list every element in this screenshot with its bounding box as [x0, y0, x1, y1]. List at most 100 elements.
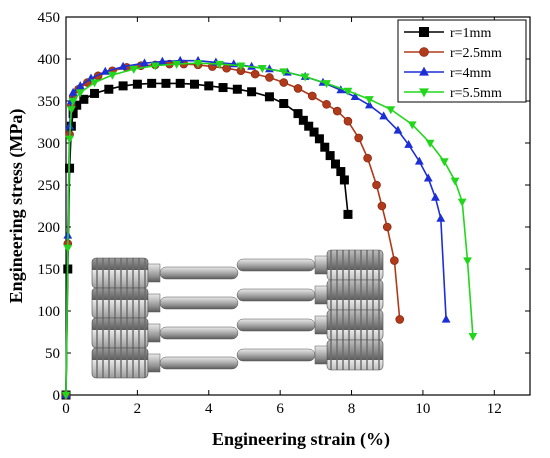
data-point	[189, 79, 199, 89]
data-point	[75, 89, 85, 98]
data-point	[129, 65, 139, 74]
data-point	[404, 139, 414, 148]
data-point	[79, 94, 89, 104]
specimen-gauge	[159, 296, 239, 310]
y-tick-label: 50	[45, 346, 60, 362]
data-point	[450, 177, 460, 186]
data-point	[68, 97, 78, 106]
data-point	[232, 84, 242, 94]
specimen-gauge	[236, 348, 316, 362]
data-point	[150, 62, 160, 71]
data-point	[300, 73, 310, 82]
specimen-shoulder	[147, 263, 161, 283]
data-point	[330, 159, 340, 169]
specimen-thread	[326, 279, 384, 311]
data-point	[377, 201, 387, 211]
specimen-thread	[91, 287, 149, 319]
data-point	[66, 106, 76, 115]
data-point	[314, 134, 324, 144]
data-point	[264, 92, 274, 102]
specimen-gauge	[236, 318, 316, 332]
data-point	[343, 87, 353, 96]
specimen-thread	[326, 339, 384, 371]
data-point	[65, 135, 74, 144]
legend-marker	[419, 27, 429, 37]
data-point	[364, 100, 374, 109]
legend: r=1mm r=2.5mm r=4mm r=5.5mm	[397, 19, 527, 103]
data-point	[332, 106, 342, 116]
specimen	[236, 339, 384, 371]
data-point	[279, 78, 289, 87]
y-tick-label: 400	[38, 52, 61, 68]
data-point	[350, 92, 360, 100]
series-line	[65, 62, 474, 396]
data-point	[425, 139, 435, 148]
data-point	[193, 60, 203, 68]
legend-marker	[419, 66, 429, 76]
data-point	[307, 91, 317, 101]
data-point	[463, 257, 472, 266]
data-point	[339, 175, 349, 185]
data-point	[309, 127, 319, 137]
data-point	[372, 180, 381, 190]
specimen-shoulder	[314, 315, 328, 335]
data-point	[457, 198, 467, 207]
data-point	[250, 69, 260, 79]
data-point	[175, 78, 185, 88]
data-point	[118, 81, 128, 91]
specimen	[236, 279, 384, 311]
plot-frame	[65, 16, 531, 396]
data-point	[393, 125, 403, 134]
data-point	[436, 213, 446, 222]
data-point	[325, 151, 335, 161]
specimen	[91, 257, 239, 289]
data-point	[390, 256, 399, 265]
data-point	[157, 56, 167, 65]
data-point	[343, 209, 353, 219]
data-point	[108, 71, 117, 80]
specimen-photo	[91, 249, 384, 379]
legend-label: r=5.5mm	[450, 86, 502, 101]
data-point	[218, 83, 228, 93]
data-point	[172, 60, 182, 69]
data-point	[147, 78, 157, 88]
data-point	[439, 158, 449, 167]
specimen-thread	[326, 309, 384, 341]
data-point	[407, 121, 417, 130]
specimen-shoulder	[314, 345, 328, 365]
data-point	[104, 84, 114, 94]
x-tick-label: 8	[348, 401, 356, 417]
data-point	[68, 87, 78, 96]
y-tick-label: 250	[38, 178, 61, 194]
specimen	[236, 309, 384, 341]
specimen-gauge	[236, 258, 316, 272]
y-tick-label: 100	[38, 304, 61, 320]
data-point	[63, 244, 73, 253]
x-tick-label: 10	[415, 401, 430, 417]
specimen-shoulder	[314, 255, 328, 275]
y-tick-label: 450	[38, 10, 61, 26]
data-point	[363, 153, 372, 163]
data-point	[386, 106, 396, 115]
y-tick-label: 200	[38, 220, 61, 236]
specimen-gauge	[159, 266, 239, 280]
data-point	[61, 391, 71, 400]
specimen	[91, 287, 239, 319]
y-axis-title: Engineering stress (MPa)	[6, 109, 27, 304]
data-point	[293, 109, 303, 119]
data-point	[161, 78, 171, 88]
data-point	[322, 100, 331, 109]
data-point	[257, 65, 267, 74]
data-point	[140, 58, 149, 67]
series-4	[61, 60, 478, 400]
data-point	[304, 121, 314, 131]
x-tick-label: 4	[205, 401, 213, 417]
data-point	[336, 85, 346, 94]
data-point	[343, 116, 353, 126]
data-point	[354, 133, 363, 143]
data-point	[382, 222, 392, 232]
data-point	[247, 87, 257, 97]
legend-label: r=2.5mm	[450, 46, 502, 61]
specimen-thread	[326, 249, 384, 281]
data-point	[441, 314, 451, 323]
